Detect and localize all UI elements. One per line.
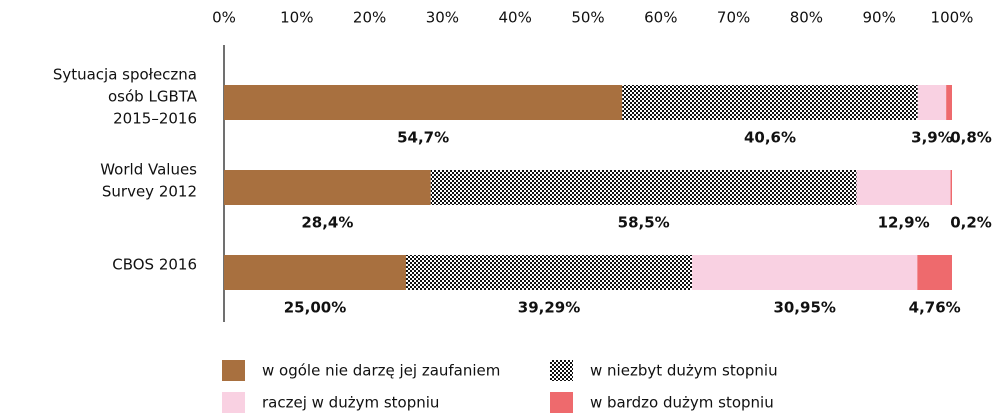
value-label: 3,9% [911,129,953,147]
legend-swatch [222,392,245,413]
bar-segment [950,170,952,205]
value-label: 25,00% [284,299,346,317]
x-tick-label: 100% [931,9,974,27]
value-label: 12,9% [878,214,930,232]
value-label: 0,8% [950,129,992,147]
bar-segment [856,170,951,205]
legend-label: raczej w dużym stopniu [262,394,439,412]
legend-label: w ogóle nie darzę jej zaufaniem [262,362,500,380]
x-tick-label: 40% [499,9,532,27]
value-label: 30,95% [773,299,835,317]
value-label: 58,5% [618,214,670,232]
value-label: 39,29% [518,299,580,317]
bar-segment [946,85,952,120]
value-label: 54,7% [397,129,449,147]
legend-swatch [550,392,573,413]
legend-swatch [222,360,245,381]
x-tick-label: 70% [717,9,750,27]
bar-segment [406,255,693,290]
category-label: CBOS 2016 [112,255,197,273]
x-tick-label: 30% [426,9,459,27]
bar-segment [224,170,431,205]
category-label: Sytuacja społeczna osób LGBTA 2015–2016 [53,65,198,127]
bar-segment [917,85,947,120]
x-tick-label: 10% [280,9,313,27]
value-label: 28,4% [301,214,353,232]
x-tick-label: 60% [644,9,677,27]
legend-label: w niezbyt dużym stopniu [590,362,778,380]
value-label: 40,6% [744,129,796,147]
bar-segment [224,255,406,290]
bar-segment [430,170,857,205]
bar-segment [917,255,952,290]
x-tick-label: 20% [353,9,386,27]
x-tick-label: 80% [790,9,823,27]
value-label: 4,76% [909,299,961,317]
bar-segment [692,255,918,290]
category-label: World Values Survey 2012 [100,160,197,200]
x-tick-label: 0% [212,9,236,27]
legend-swatch [550,360,573,381]
bar-segment [622,85,918,120]
bar-segment [224,85,623,120]
x-tick-label: 90% [863,9,896,27]
legend-label: w bardzo dużym stopniu [590,394,774,412]
value-label: 0,2% [950,214,992,232]
x-tick-label: 50% [571,9,604,27]
